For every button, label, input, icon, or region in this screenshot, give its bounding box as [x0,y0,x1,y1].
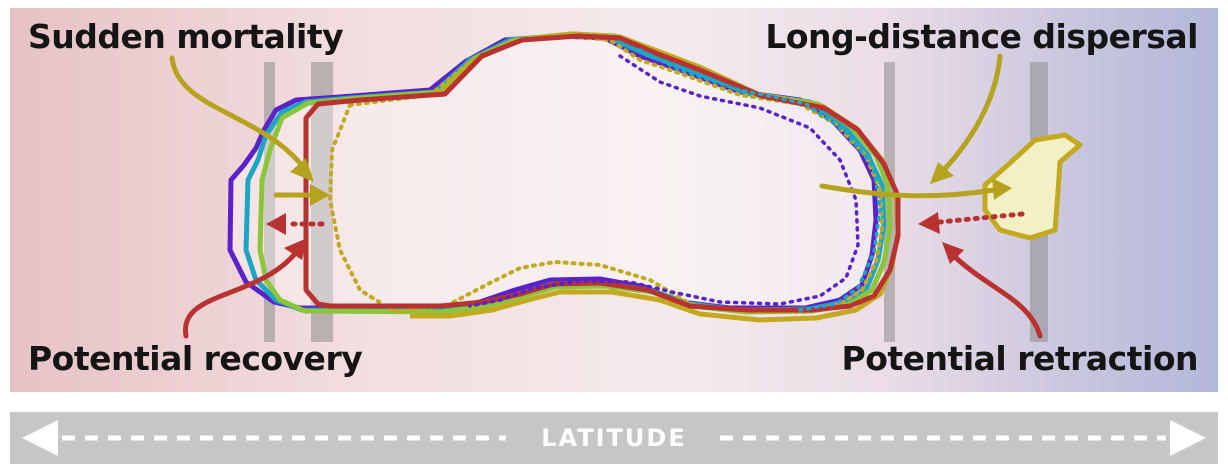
contour-purple-dotted [468,54,860,308]
recovery-curved-arrow [183,247,301,339]
latitude-axis-label: LATITUDE [541,424,687,452]
potential-recovery-label: Potential recovery [28,339,363,378]
retraction-dotted-arrowhead [918,212,940,234]
retraction-curved-arrowhead [942,242,964,264]
contour-cyan-dotted [638,48,882,312]
latitude-left-arrowhead [22,420,58,456]
dispersal-curved-arrow [939,53,1003,175]
sudden-mortality-arrowhead [290,158,314,182]
sudden-mortality-label: Sudden mortality [28,17,344,56]
sudden-mortality-straight-arrowhead [310,184,330,206]
recovery-dotted-arrowhead [266,213,286,235]
dispersal-curved-arrowhead [930,162,954,184]
retraction-curved-arrow [951,253,1043,339]
edge-bar-left-outer [264,62,275,342]
edge-bar-left-inner [311,62,333,342]
latitude-right-arrowhead [1170,420,1206,456]
dispersal-patch [982,132,1083,241]
recovery-curved-arrowhead [284,238,307,260]
sudden-mortality-curved-arrow [169,55,307,171]
potential-retraction-label: Potential retraction [841,339,1199,378]
dispersal-straight-arrow [819,183,997,199]
range-outline-red [303,33,901,313]
range-outline-olive-dotted [327,33,885,315]
dispersal-straight-arrowhead [992,178,1012,200]
long-distance-dispersal-label: Long-distance dispersal [765,17,1198,56]
